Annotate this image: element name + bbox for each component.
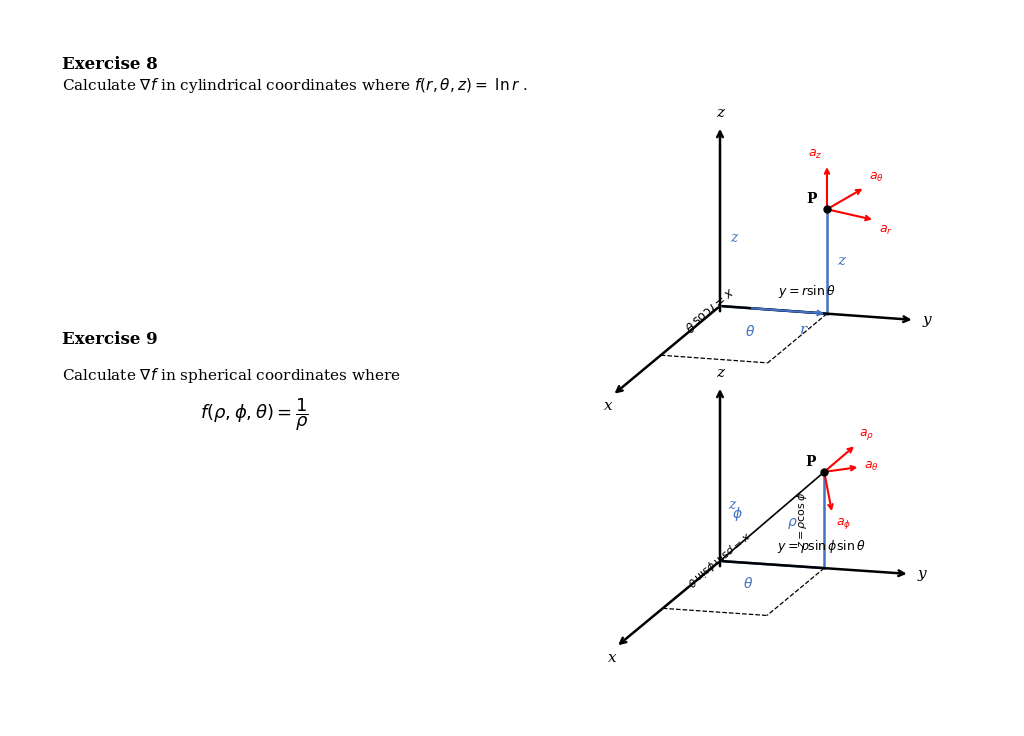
Text: $\rho$: $\rho$: [787, 516, 798, 531]
Text: z: z: [716, 366, 724, 380]
Text: $a_\theta$: $a_\theta$: [869, 171, 884, 184]
Text: $a_\theta$: $a_\theta$: [864, 460, 879, 473]
Text: y: y: [923, 313, 931, 327]
Text: P: P: [806, 455, 816, 469]
Text: $y = r\sin\theta$: $y = r\sin\theta$: [778, 283, 836, 300]
Text: $x = \rho\sin\phi\sin\theta$: $x = \rho\sin\phi\sin\theta$: [683, 528, 754, 590]
Text: $z = \rho\cos\phi$: $z = \rho\cos\phi$: [796, 492, 809, 548]
Text: $a_\phi$: $a_\phi$: [837, 516, 851, 531]
Text: Exercise 9: Exercise 9: [62, 331, 158, 348]
Text: $y = \rho\sin\phi\sin\theta$: $y = \rho\sin\phi\sin\theta$: [777, 537, 865, 554]
Text: x: x: [607, 651, 616, 665]
Text: $a_z$: $a_z$: [808, 148, 822, 161]
Text: z: z: [728, 498, 735, 512]
Text: r: r: [800, 323, 807, 337]
Text: $x = r\cos\theta$: $x = r\cos\theta$: [680, 284, 736, 333]
Text: Calculate $\nabla f$ in spherical coordinates where: Calculate $\nabla f$ in spherical coordi…: [62, 366, 400, 385]
Text: $a_\rho$: $a_\rho$: [859, 427, 874, 442]
Text: y: y: [918, 567, 926, 581]
Text: z: z: [837, 255, 845, 269]
Text: $f(\rho, \phi, \theta) = \dfrac{1}{\rho}$: $f(\rho, \phi, \theta) = \dfrac{1}{\rho}…: [200, 396, 308, 433]
Text: $a_r$: $a_r$: [879, 224, 893, 237]
Text: Exercise 8: Exercise 8: [62, 56, 158, 73]
Text: x: x: [604, 400, 612, 414]
Text: z: z: [730, 230, 737, 244]
Text: z: z: [716, 106, 724, 120]
Text: Calculate $\nabla f$ in cylindrical coordinates where $f(r, \theta, z) = \ \ln r: Calculate $\nabla f$ in cylindrical coor…: [62, 76, 527, 95]
Text: $\theta$: $\theta$: [742, 576, 753, 591]
Text: P: P: [807, 192, 817, 206]
Text: $\phi$: $\phi$: [732, 505, 742, 523]
Text: $\theta$: $\theta$: [744, 324, 755, 339]
